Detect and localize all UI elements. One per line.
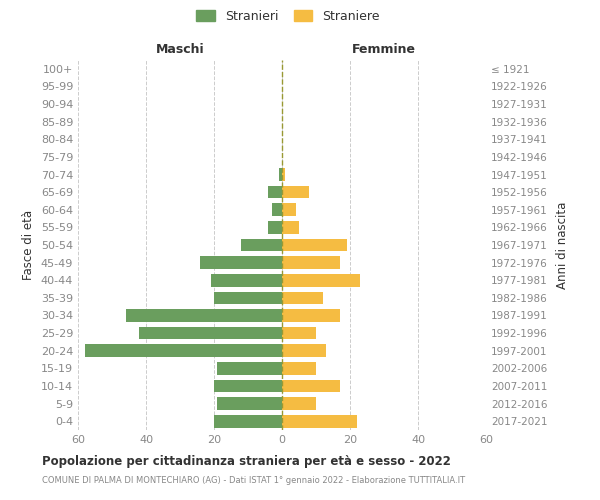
Bar [139,327,282,340]
Bar [282,256,340,269]
Bar [282,204,296,216]
Bar [217,362,282,374]
Bar [241,238,282,252]
Text: Maschi: Maschi [155,44,205,57]
Bar [217,397,282,410]
Bar [282,274,360,286]
Legend: Stranieri, Straniere: Stranieri, Straniere [193,6,383,26]
Bar [282,309,340,322]
Bar [282,327,316,340]
Bar [282,415,357,428]
Bar [211,274,282,286]
Text: Femmine: Femmine [352,44,416,57]
Bar [282,380,340,392]
Text: Popolazione per cittadinanza straniera per età e sesso - 2022: Popolazione per cittadinanza straniera p… [42,455,451,468]
Bar [214,415,282,428]
Bar [278,168,282,181]
Bar [272,204,282,216]
Bar [268,221,282,234]
Text: COMUNE DI PALMA DI MONTECHIARO (AG) - Dati ISTAT 1° gennaio 2022 - Elaborazione : COMUNE DI PALMA DI MONTECHIARO (AG) - Da… [42,476,465,485]
Bar [214,292,282,304]
Bar [282,238,347,252]
Bar [282,292,323,304]
Bar [282,397,316,410]
Bar [125,309,282,322]
Bar [282,362,316,374]
Bar [282,168,286,181]
Bar [282,344,326,357]
Bar [282,221,299,234]
Bar [85,344,282,357]
Y-axis label: Anni di nascita: Anni di nascita [556,202,569,288]
Bar [200,256,282,269]
Y-axis label: Fasce di età: Fasce di età [22,210,35,280]
Bar [282,186,309,198]
Bar [214,380,282,392]
Bar [268,186,282,198]
